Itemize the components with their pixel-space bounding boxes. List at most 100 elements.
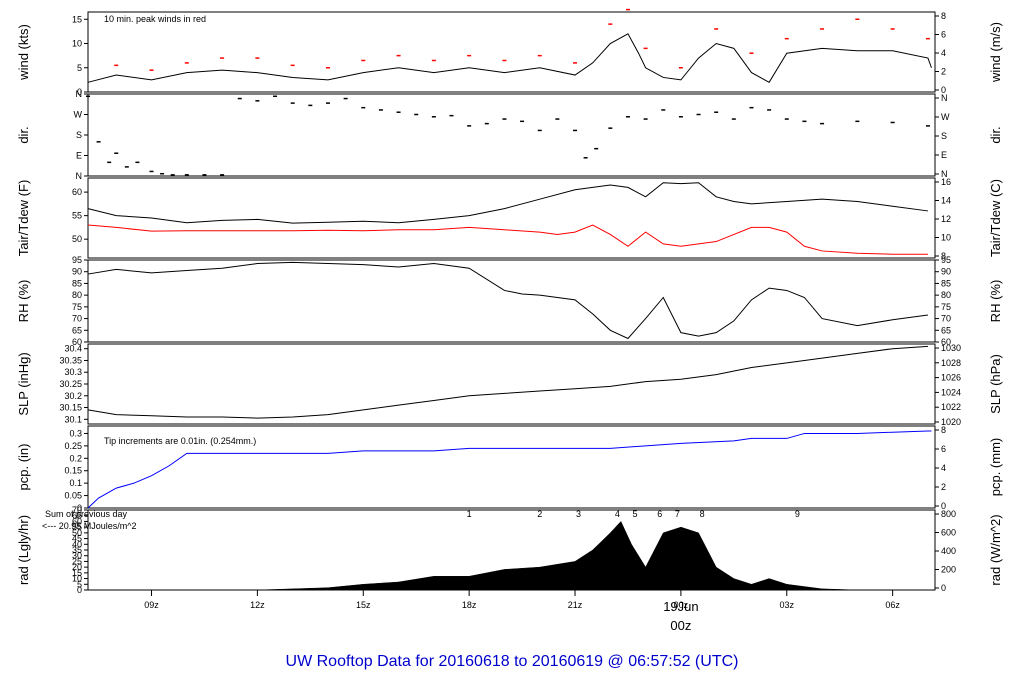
- ytick-label: 10: [72, 39, 82, 49]
- ytick-label: 0.1: [69, 478, 82, 488]
- ytick-label: 5: [77, 579, 82, 589]
- panel-frame-dir: [87, 93, 936, 177]
- xtick-label: 18z: [462, 600, 477, 610]
- ytick-label: 60: [72, 187, 82, 197]
- rad-hour-marker: 8: [700, 509, 705, 519]
- xtick-label: 03z: [780, 600, 795, 610]
- ylabel-rad: rad (Lgly/hr): [16, 515, 31, 585]
- series-line-rh: [87, 261, 929, 340]
- rad-hour-marker: 7: [675, 509, 680, 519]
- xtick-label: 15z: [356, 600, 371, 610]
- ytick-label-right: 0: [941, 85, 946, 95]
- ytick-label-right: 1030: [941, 343, 961, 353]
- ytick-label: 40: [72, 539, 82, 549]
- ylabel-tair: Tair/Tdew (F): [16, 180, 31, 257]
- ytick-label-right: 2: [941, 482, 946, 492]
- ytick-label-right: 0: [941, 583, 946, 593]
- ytick-label: 0.05: [64, 491, 82, 501]
- ytick-label: 95: [72, 255, 82, 265]
- ylabel-rh: RH (%): [16, 280, 31, 323]
- ytick-label: 60: [72, 516, 82, 526]
- series-line-tair: [87, 182, 929, 224]
- ytick-label-right: 60: [941, 337, 951, 347]
- ytick-label: 30.25: [59, 379, 82, 389]
- date-label: 19Jun: [663, 599, 698, 614]
- series-area-rad: [257, 520, 858, 591]
- panel-frame-rh: [87, 259, 936, 343]
- ytick-label: 30.3: [64, 367, 82, 377]
- ytick-label-right: 8: [941, 251, 946, 261]
- ylabel-right-pcp: pcp. (mm): [988, 438, 1003, 497]
- ytick-label-right: 4: [941, 463, 946, 473]
- ytick-label: 65: [72, 511, 82, 521]
- ytick-label-right: 80: [941, 290, 951, 300]
- ytick-label-right: N: [941, 169, 948, 179]
- panel-frame-pcp: [87, 425, 936, 509]
- ytick-label: 55: [72, 522, 82, 532]
- ytick-label-right: 400: [941, 546, 956, 556]
- ytick-label-right: W: [941, 112, 950, 122]
- ylabel-dir: dir.: [16, 126, 31, 143]
- series-line-tair: [87, 224, 928, 255]
- ylabel-right-dir: dir.: [988, 126, 1003, 143]
- ytick-label: N: [76, 89, 83, 99]
- ytick-label-right: 1020: [941, 417, 961, 427]
- ytick-label: 0.15: [64, 466, 82, 476]
- ytick-label: 75: [72, 302, 82, 312]
- ytick-label: 30.2: [64, 391, 82, 401]
- ytick-label: 30: [72, 551, 82, 561]
- ytick-label-right: N: [941, 93, 948, 103]
- ytick-label-right: 0: [941, 501, 946, 511]
- ytick-label-right: E: [941, 150, 947, 160]
- ytick-label-right: 8: [941, 425, 946, 435]
- ytick-label-right: 70: [941, 314, 951, 324]
- xtick-label: 09z: [144, 600, 159, 610]
- ylabel-right-rh: RH (%): [988, 280, 1003, 323]
- rad-hour-marker: 3: [576, 509, 581, 519]
- ytick-label-right: 4: [941, 48, 946, 58]
- ytick-label: 90: [72, 267, 82, 277]
- ytick-label: 30.35: [59, 355, 82, 365]
- ytick-label: 70: [72, 505, 82, 515]
- rad-annotation-1: Sum of previous day: [45, 509, 128, 519]
- ytick-label-right: 85: [941, 278, 951, 288]
- rad-hour-marker: 1: [467, 509, 472, 519]
- ylabel-right-slp: SLP (hPa): [988, 354, 1003, 414]
- rad-hour-marker: 5: [633, 509, 638, 519]
- panel-frame-wind: [87, 11, 936, 93]
- ytick-label-right: 90: [941, 267, 951, 277]
- ytick-label: 15: [72, 14, 82, 24]
- ytick-label: S: [76, 130, 82, 140]
- ytick-label: 0: [77, 87, 82, 97]
- rad-hour-marker: 6: [657, 509, 662, 519]
- ytick-label-right: 800: [941, 509, 956, 519]
- ytick-label-right: 6: [941, 444, 946, 454]
- xtick-label: 21z: [568, 600, 583, 610]
- ylabel-slp: SLP (inHg): [16, 352, 31, 415]
- ytick-label: 20: [72, 562, 82, 572]
- ytick-label: 5: [77, 63, 82, 73]
- ytick-label: 50: [72, 528, 82, 538]
- ytick-label: 0: [77, 503, 82, 513]
- ytick-label-right: 10: [941, 233, 951, 243]
- ytick-label-right: 1026: [941, 373, 961, 383]
- ytick-label-right: 12: [941, 214, 951, 224]
- ytick-label: N: [76, 171, 83, 181]
- ytick-label-right: 75: [941, 302, 951, 312]
- ytick-label: 35: [72, 545, 82, 555]
- ytick-label-right: 1024: [941, 387, 961, 397]
- ytick-label-right: 600: [941, 528, 956, 538]
- ytick-label: 0: [77, 585, 82, 595]
- ytick-label: 0.2: [69, 453, 82, 463]
- ytick-label: 55: [72, 211, 82, 221]
- ytick-label: W: [74, 110, 83, 120]
- ytick-label: 50: [72, 234, 82, 244]
- rad-annotation-2: <--- 20.95 MJoules/m^2: [42, 521, 137, 531]
- rad-hour-marker: 4: [615, 509, 620, 519]
- ytick-label: 65: [72, 325, 82, 335]
- rad-hour-marker: 2: [537, 509, 542, 519]
- ytick-label-right: 6: [941, 30, 946, 40]
- ytick-label: 85: [72, 278, 82, 288]
- ytick-label-right: 200: [941, 565, 956, 575]
